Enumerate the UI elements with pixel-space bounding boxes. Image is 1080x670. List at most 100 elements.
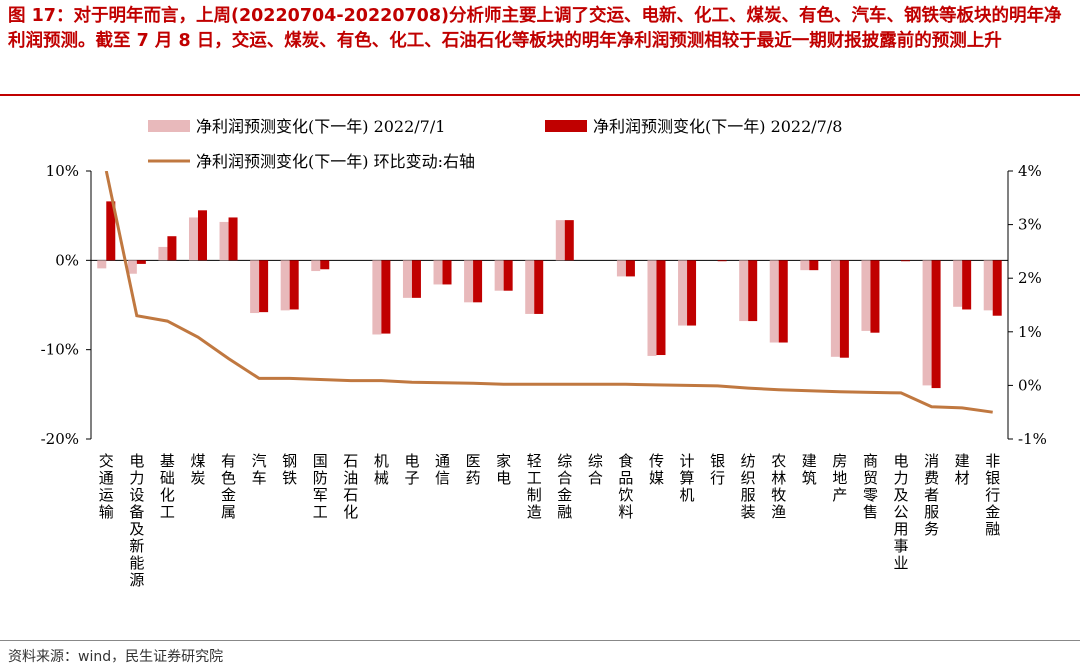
bar-2022-7-8 bbox=[411, 260, 421, 298]
bar-2022-7-1 bbox=[311, 260, 321, 272]
category-label: 汽车 bbox=[252, 452, 267, 487]
bar-2022-7-8 bbox=[625, 260, 635, 277]
bar-2022-7-8 bbox=[503, 260, 513, 291]
title-divider bbox=[0, 94, 1080, 96]
category-label: 商贸零售 bbox=[863, 452, 878, 521]
left-tick-label: 10% bbox=[46, 162, 79, 180]
bar-2022-7-8 bbox=[931, 260, 941, 389]
bar-2022-7-1 bbox=[678, 260, 688, 326]
legend-label-mom-line: 净利润预测变化(下一年) 环比变动:右轴 bbox=[196, 152, 475, 171]
category-label: 国防军工 bbox=[313, 452, 328, 521]
right-tick-label: 4% bbox=[1018, 162, 1042, 180]
bar-2022-7-8 bbox=[962, 260, 972, 310]
category-label: 非银行金融 bbox=[985, 452, 1000, 538]
bar-2022-7-8 bbox=[106, 201, 116, 261]
category-label: 建材 bbox=[955, 452, 970, 487]
bar-2022-7-8 bbox=[839, 260, 849, 358]
bar-2022-7-1 bbox=[555, 220, 565, 261]
category-label: 钢铁 bbox=[282, 452, 297, 487]
bar-2022-7-1 bbox=[188, 217, 198, 261]
bar-2022-7-8 bbox=[564, 220, 574, 261]
right-tick-label: 3% bbox=[1018, 216, 1042, 234]
category-label: 计算机 bbox=[680, 452, 695, 504]
category-label: 通信 bbox=[435, 452, 450, 487]
source-note: 资料来源：wind，民生证券研究院 bbox=[8, 649, 224, 665]
category-label: 家电 bbox=[496, 452, 511, 487]
bar-2022-7-8 bbox=[259, 260, 269, 313]
bar-2022-7-8 bbox=[748, 260, 758, 322]
legend-swatch-2022-7-8 bbox=[545, 120, 587, 132]
category-label: 有色金属 bbox=[221, 452, 236, 521]
bar-2022-7-8 bbox=[901, 260, 911, 262]
bar-2022-7-8 bbox=[381, 260, 391, 334]
bar-2022-7-8 bbox=[289, 260, 299, 310]
category-label: 石油石化 bbox=[343, 452, 358, 521]
bar-2022-7-1 bbox=[494, 260, 504, 291]
bar-2022-7-1 bbox=[402, 260, 412, 298]
bar-2022-7-8 bbox=[656, 260, 666, 356]
bar-2022-7-1 bbox=[464, 260, 474, 303]
category-label: 交通运输 bbox=[99, 452, 114, 521]
bar-2022-7-8 bbox=[442, 260, 452, 285]
bar-2022-7-1 bbox=[953, 260, 963, 307]
bar-2022-7-1 bbox=[800, 260, 810, 271]
bar-2022-7-8 bbox=[809, 260, 819, 271]
legend-label-2022-7-1: 净利润预测变化(下一年) 2022/7/1 bbox=[196, 117, 445, 136]
legend-label-2022-7-8: 净利润预测变化(下一年) 2022/7/8 bbox=[593, 117, 842, 136]
category-label: 综合金融 bbox=[557, 452, 572, 521]
category-label: 建筑 bbox=[802, 452, 817, 487]
category-label: 医药 bbox=[466, 452, 481, 487]
bar-2022-7-1 bbox=[647, 260, 657, 356]
source-divider bbox=[0, 640, 1080, 641]
category-label: 机械 bbox=[374, 452, 389, 487]
bar-2022-7-8 bbox=[167, 236, 177, 261]
category-label: 食品饮料 bbox=[618, 452, 633, 521]
bar-2022-7-8 bbox=[778, 260, 788, 343]
category-label: 煤炭 bbox=[190, 452, 205, 487]
bar-2022-7-1 bbox=[250, 260, 260, 314]
bar-2022-7-8 bbox=[534, 260, 544, 314]
bar-2022-7-8 bbox=[870, 260, 880, 333]
category-label: 房地产 bbox=[832, 452, 847, 504]
bar-2022-7-1 bbox=[830, 260, 840, 357]
bar-2022-7-8 bbox=[320, 260, 330, 270]
bar-2022-7-1 bbox=[739, 260, 749, 322]
category-label: 电力及公用事业 bbox=[894, 452, 909, 572]
bar-2022-7-1 bbox=[983, 260, 993, 311]
bar-2022-7-8 bbox=[717, 260, 727, 262]
left-tick-label: -20% bbox=[41, 430, 79, 448]
category-label: 轻工制造 bbox=[527, 452, 542, 521]
bar-2022-7-1 bbox=[616, 260, 626, 277]
bar-2022-7-1 bbox=[433, 260, 443, 285]
category-label: 综合 bbox=[588, 452, 603, 487]
left-tick-label: 0% bbox=[55, 251, 79, 269]
bar-2022-7-8 bbox=[228, 217, 238, 261]
legend-swatch-2022-7-1 bbox=[148, 120, 190, 132]
bar-2022-7-8 bbox=[197, 210, 207, 261]
bar-2022-7-8 bbox=[687, 260, 697, 326]
bar-2022-7-1 bbox=[769, 260, 779, 343]
right-tick-label: -1% bbox=[1018, 430, 1047, 448]
category-label: 银行 bbox=[710, 452, 725, 487]
right-tick-label: 0% bbox=[1018, 376, 1042, 394]
category-label: 电力设备及新能源 bbox=[129, 452, 144, 589]
chart-title: 图 17：对于明年而言，上周(20220704-20220708)分析师主要上调… bbox=[8, 6, 1062, 51]
bar-2022-7-1 bbox=[280, 260, 290, 311]
bar-2022-7-1 bbox=[525, 260, 535, 314]
category-label: 消费者服务 bbox=[924, 452, 939, 538]
bar-2022-7-1 bbox=[861, 260, 871, 331]
right-tick-label: 1% bbox=[1018, 323, 1042, 341]
category-label: 电子 bbox=[404, 452, 419, 487]
left-tick-label: -10% bbox=[41, 341, 79, 359]
bar-2022-7-1 bbox=[219, 221, 229, 261]
bar-2022-7-1 bbox=[158, 246, 168, 261]
bar-2022-7-8 bbox=[136, 260, 146, 264]
category-label: 纺织服装 bbox=[741, 452, 756, 521]
bar-2022-7-1 bbox=[922, 260, 932, 386]
category-label: 基础化工 bbox=[160, 452, 175, 521]
bar-2022-7-1 bbox=[127, 260, 137, 274]
category-label: 传媒 bbox=[649, 452, 664, 487]
mom-change-line bbox=[104, 171, 993, 414]
category-label: 农林牧渔 bbox=[771, 452, 786, 521]
bar-2022-7-1 bbox=[372, 260, 382, 335]
